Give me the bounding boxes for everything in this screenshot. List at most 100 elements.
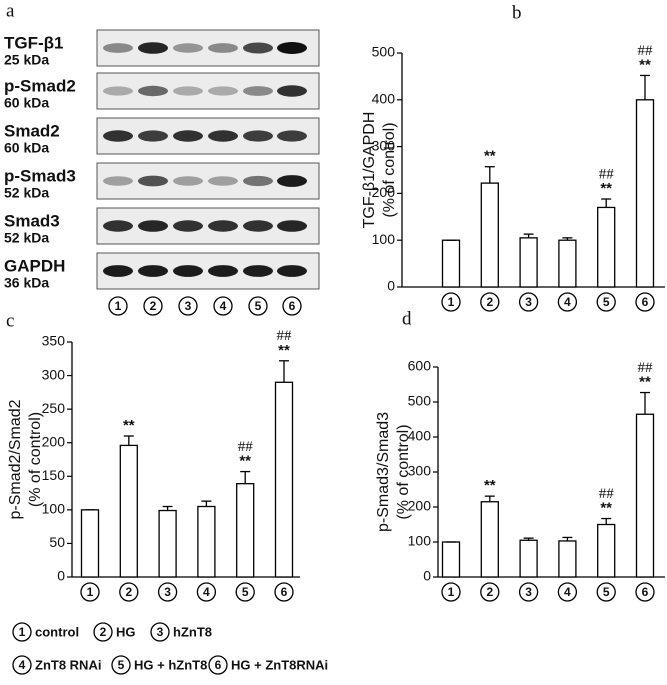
lane-number: 5 xyxy=(242,585,249,599)
blot-name: TGF-β1 xyxy=(4,33,63,52)
lane-number: 3 xyxy=(525,295,532,309)
blot-band xyxy=(138,130,168,142)
blot-band xyxy=(277,85,307,97)
lane-circle xyxy=(441,292,461,312)
bar xyxy=(558,239,577,288)
panel-label: b xyxy=(512,2,522,23)
y-tick-label: 200 xyxy=(42,433,66,449)
blot-band xyxy=(243,130,273,142)
lane-number: 2 xyxy=(125,585,132,599)
blot-band xyxy=(138,265,168,277)
lane-circle xyxy=(557,582,578,602)
bar xyxy=(441,541,461,578)
y-tick-label: 500 xyxy=(408,393,432,409)
y-axis-label: (% of control) xyxy=(27,412,44,507)
blot-size: 52 kDa xyxy=(4,230,49,246)
bar xyxy=(558,540,577,578)
lane-circle xyxy=(518,582,539,602)
lane-number: 4 xyxy=(220,299,227,313)
blot-band xyxy=(173,130,203,142)
blot-band xyxy=(103,265,133,277)
lane-number: 5 xyxy=(255,299,262,313)
significance-mark: ## xyxy=(599,166,615,182)
lane-number: 1 xyxy=(87,585,94,599)
significance-mark: ** xyxy=(239,453,251,470)
bar xyxy=(158,509,177,578)
lane-number: 1 xyxy=(448,585,455,599)
blot-name: Smad2 xyxy=(4,121,60,140)
significance-mark: ** xyxy=(639,56,651,73)
blot-size: 25 kDa xyxy=(4,52,49,68)
lane-number: 6 xyxy=(642,585,649,599)
lane-circle xyxy=(235,582,255,602)
bar xyxy=(197,505,216,578)
legend-label: ZnT8 RNAi xyxy=(35,657,101,672)
blot-size: 60 kDa xyxy=(4,140,49,156)
lane-circle xyxy=(12,655,32,675)
lane-number: 5 xyxy=(118,658,125,672)
blot-band xyxy=(208,220,238,232)
significance-mark: ** xyxy=(484,477,496,494)
significance-mark: ** xyxy=(278,342,290,359)
blot-band xyxy=(277,220,307,232)
lane-circle xyxy=(596,292,616,312)
bar xyxy=(519,237,538,288)
lane-number: 6 xyxy=(289,299,296,313)
blot-band xyxy=(173,265,203,277)
lane-circle xyxy=(518,292,539,312)
y-tick-label: 350 xyxy=(42,333,66,349)
y-tick-label: 0 xyxy=(387,278,395,294)
bar xyxy=(597,206,616,288)
lane-number: 2 xyxy=(150,299,157,313)
blot-band xyxy=(138,220,168,232)
lane-circle xyxy=(596,582,616,602)
lane-circle xyxy=(12,622,32,642)
blot-band xyxy=(277,175,307,187)
lane-circle xyxy=(157,582,178,602)
lane-circle xyxy=(178,296,198,316)
blot-band xyxy=(208,130,238,142)
bar xyxy=(635,413,655,578)
bar xyxy=(480,501,499,578)
panel-label: d xyxy=(402,308,412,329)
panel-label: c xyxy=(6,310,14,331)
y-tick-label: 400 xyxy=(408,428,432,444)
y-tick-label: 300 xyxy=(372,137,396,153)
bar xyxy=(236,483,255,578)
y-axis-label: TGF-β1/GAPDH xyxy=(361,112,378,229)
y-axis-label: (% of control) xyxy=(381,122,398,217)
significance-mark: ## xyxy=(638,360,654,376)
lane-circle xyxy=(119,582,139,602)
blot-band xyxy=(103,43,133,53)
significance-mark: ** xyxy=(639,374,651,391)
significance-mark: ** xyxy=(600,500,612,517)
lane-number: 5 xyxy=(603,585,610,599)
lane-circle xyxy=(635,292,655,312)
lane-number: 4 xyxy=(564,585,571,599)
blot-band xyxy=(243,220,273,232)
lane-circle xyxy=(480,292,500,312)
y-tick-label: 300 xyxy=(42,366,66,382)
lane-number: 3 xyxy=(525,585,532,599)
blot-band xyxy=(208,86,238,96)
lane-number: 3 xyxy=(185,299,192,313)
blot-size: 52 kDa xyxy=(4,185,49,201)
y-tick-label: 200 xyxy=(372,184,396,200)
blot-band xyxy=(103,220,133,232)
blot-size: 36 kDa xyxy=(4,275,49,291)
lane-number: 4 xyxy=(203,585,210,599)
significance-mark: ## xyxy=(638,43,654,59)
significance-mark: ## xyxy=(599,486,615,502)
lane-circle xyxy=(93,622,113,642)
legend-label: HG + hZnT8 xyxy=(134,657,207,672)
lane-number: 3 xyxy=(157,625,164,639)
lane-circle xyxy=(213,296,233,316)
lane-circle xyxy=(274,582,294,602)
significance-mark: ** xyxy=(600,180,612,197)
lane-circle xyxy=(557,292,578,312)
bar xyxy=(80,509,100,578)
legend-label: HG xyxy=(116,624,136,639)
bar xyxy=(597,523,616,578)
